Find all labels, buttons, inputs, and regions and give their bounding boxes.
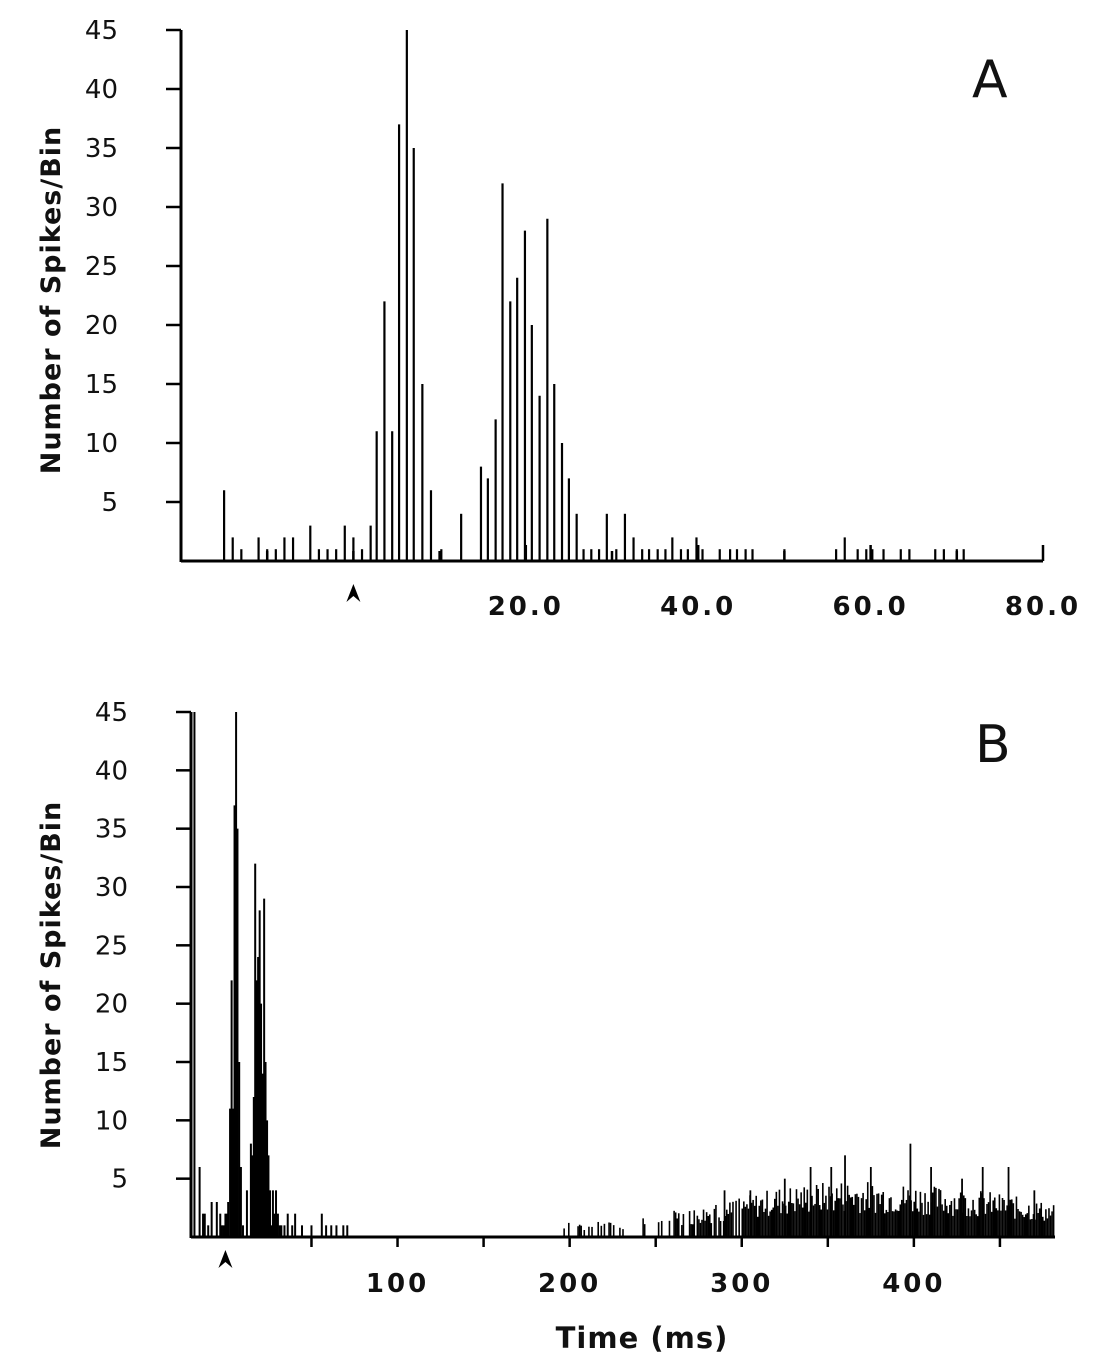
panel-b-bars xyxy=(193,712,349,1237)
panel-a-bars xyxy=(223,30,965,561)
y-tick-label: 40 xyxy=(85,75,118,105)
y-tick-label: 20 xyxy=(85,311,118,341)
panel-a-y-ticks: 5 10 15 20 25 30 35 40 45 xyxy=(85,16,181,518)
y-tick-label: 30 xyxy=(95,873,128,903)
panel-b-y-axis-title: Number of Spikes/Bin xyxy=(36,801,67,1150)
panel-b-label: B xyxy=(975,715,1011,775)
panel-a-stimulus-marker-icon xyxy=(346,584,361,602)
y-tick-label: 40 xyxy=(95,756,128,786)
x-tick-label: 40.0 xyxy=(660,592,736,622)
panel-a-x-ticks: 20.0 40.0 60.0 80.0 xyxy=(265,545,1081,622)
panel-b-x-axis-title: Time (ms) xyxy=(556,1321,729,1355)
x-tick-label: 20.0 xyxy=(488,592,564,622)
y-tick-label: 10 xyxy=(95,1106,128,1136)
y-tick-label: 30 xyxy=(85,193,118,223)
y-tick-label: 25 xyxy=(95,931,128,961)
y-tick-label: 5 xyxy=(111,1165,128,1195)
y-tick-label: 15 xyxy=(85,370,118,400)
y-tick-label: 25 xyxy=(85,252,118,282)
y-tick-label: 45 xyxy=(85,16,118,46)
panel-b-late-response xyxy=(563,1143,1055,1237)
y-tick-label: 15 xyxy=(95,1048,128,1078)
y-tick-label: 35 xyxy=(85,134,118,164)
panel-a-y-axis-title: Number of Spikes/Bin xyxy=(36,126,67,475)
x-tick-label: 60.0 xyxy=(833,592,909,622)
x-tick-label: 200 xyxy=(538,1269,601,1299)
panel-b-y-ticks: 5 10 15 20 25 30 35 40 45 xyxy=(95,698,191,1195)
panel-b-stimulus-marker-icon xyxy=(218,1250,233,1268)
panel-b-x-ticks: 100 200 300 400 xyxy=(310,1237,1002,1299)
y-tick-label: 10 xyxy=(85,429,118,459)
panel-a-label: A xyxy=(972,50,1008,110)
x-tick-label: 400 xyxy=(882,1269,945,1299)
x-tick-label: 100 xyxy=(366,1269,429,1299)
x-tick-label: 300 xyxy=(710,1269,773,1299)
y-tick-label: 5 xyxy=(101,488,118,518)
y-tick-label: 45 xyxy=(95,698,128,728)
y-tick-label: 35 xyxy=(95,815,128,845)
panel-b-chart: 5 10 15 20 25 30 35 40 45 100 200 300 400 Number of… xyxy=(36,698,1055,1355)
y-tick-label: 20 xyxy=(95,990,128,1020)
panel-a-chart: 5 10 15 20 25 30 35 40 45 20.0 40.0 60.0 80.0 Numbe… xyxy=(36,16,1081,622)
x-tick-label: 80.0 xyxy=(1005,592,1081,622)
